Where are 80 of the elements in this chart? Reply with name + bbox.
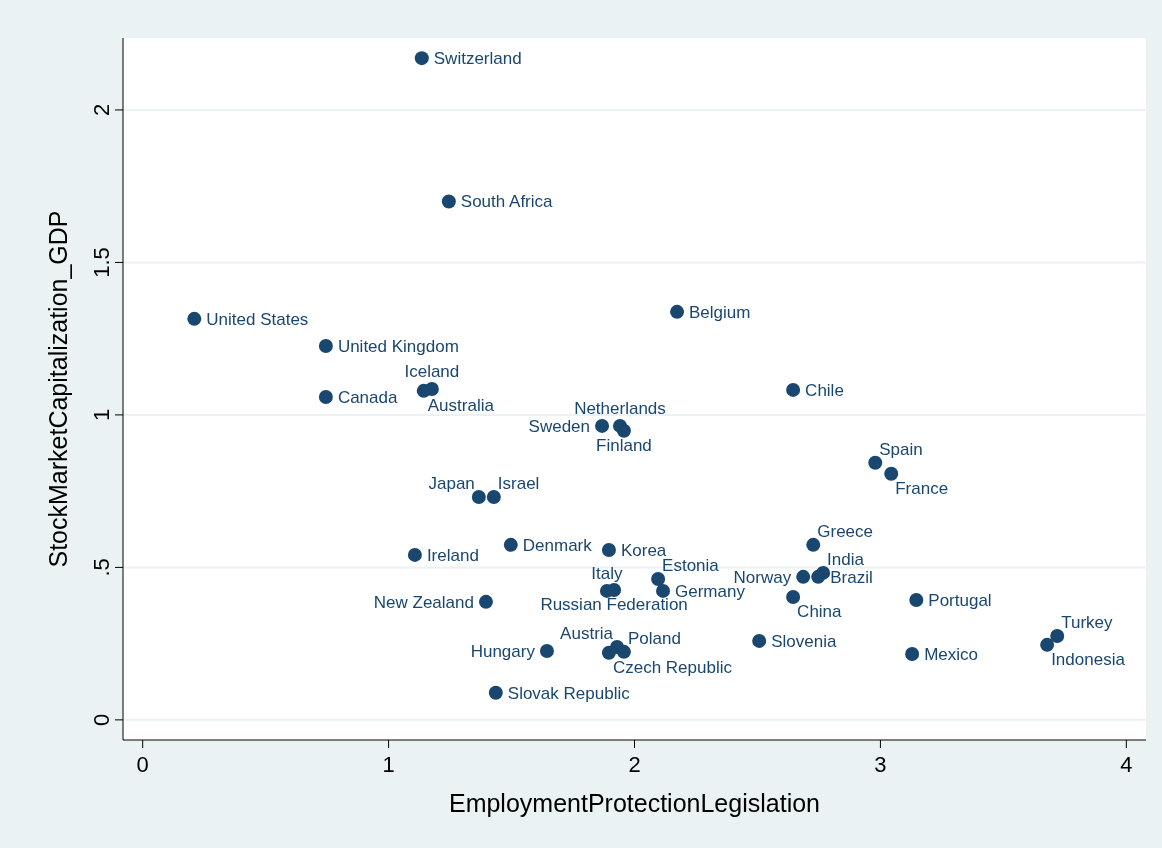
point xyxy=(595,418,610,433)
point xyxy=(601,645,616,660)
data-label: Czech Republic xyxy=(612,657,733,677)
data-label: Norway xyxy=(733,567,792,587)
point xyxy=(187,311,202,326)
data-label: Greece xyxy=(817,521,874,541)
point xyxy=(1040,637,1055,652)
x-axis-title: EmploymentProtectionLegislation xyxy=(448,789,821,817)
data-label: Slovak Republic xyxy=(507,683,631,703)
point xyxy=(503,537,518,552)
data-label: United States xyxy=(206,309,309,329)
point xyxy=(656,583,671,598)
y-tick-label: .5 xyxy=(89,558,114,577)
x-tick-label: 3 xyxy=(874,752,887,777)
data-label: Austria xyxy=(560,623,614,643)
point xyxy=(884,466,899,481)
data-label: France xyxy=(895,478,949,498)
data-label: China xyxy=(797,601,843,621)
point xyxy=(786,589,801,604)
data-label: Australia xyxy=(427,395,495,415)
data-label: Sweden xyxy=(528,416,591,436)
data-label: Spain xyxy=(879,439,923,459)
data-label: United Kingdom xyxy=(337,337,459,356)
data-label: Iceland xyxy=(404,362,460,381)
y-tick-label: 1.5 xyxy=(89,247,114,278)
point xyxy=(616,644,631,659)
point xyxy=(905,647,920,661)
x-tick-label: 2 xyxy=(628,752,641,777)
data-label: Denmark xyxy=(522,535,593,555)
data-label: Portugal xyxy=(928,591,992,611)
y-tick-label: 1 xyxy=(89,408,114,422)
data-label: Japan xyxy=(428,473,475,493)
x-tick-label: 0 xyxy=(136,752,149,777)
data-label: Belgium xyxy=(689,302,751,322)
data-label: South Africa xyxy=(460,192,554,212)
y-tick-label: 0 xyxy=(89,713,114,726)
point xyxy=(786,382,801,397)
point xyxy=(806,537,821,552)
point xyxy=(796,569,811,584)
data-label: Finland xyxy=(596,435,652,455)
y-tick-label: 2 xyxy=(89,103,114,117)
data-label: Israel xyxy=(497,473,540,493)
point xyxy=(416,383,431,398)
point xyxy=(752,633,767,648)
data-label: Mexico xyxy=(924,645,978,664)
point xyxy=(318,389,333,404)
data-label: India xyxy=(827,549,865,569)
x-tick-label: 4 xyxy=(1120,752,1133,777)
data-label: Chile xyxy=(805,380,844,400)
data-label: Ireland xyxy=(426,545,479,565)
data-label: Indonesia xyxy=(1051,649,1126,669)
point xyxy=(486,489,501,504)
data-label: Netherlands xyxy=(574,398,666,418)
data-label: Turkey xyxy=(1061,613,1114,633)
data-label: Switzerland xyxy=(433,49,522,69)
point xyxy=(1050,629,1065,644)
point xyxy=(811,569,826,584)
y-axis-title: StockMarketCapitalization_GDP xyxy=(44,210,72,568)
point xyxy=(488,685,503,700)
point xyxy=(670,304,685,319)
data-label: Estonia xyxy=(662,555,720,575)
data-label: Italy xyxy=(591,563,624,583)
point xyxy=(318,339,333,353)
point xyxy=(414,51,429,66)
point xyxy=(909,593,924,608)
point xyxy=(407,547,422,562)
point xyxy=(616,423,631,438)
data-label: Brazil xyxy=(830,567,873,587)
data-label: Slovenia xyxy=(771,631,837,651)
data-label: Hungary xyxy=(470,641,536,661)
point xyxy=(441,194,456,209)
data-label: Poland xyxy=(627,628,681,648)
data-label: Canada xyxy=(337,387,398,407)
point xyxy=(478,594,493,609)
point xyxy=(607,582,622,597)
point xyxy=(601,543,616,558)
x-tick-label: 1 xyxy=(382,752,395,777)
data-label: New Zealand xyxy=(373,592,474,612)
point xyxy=(539,643,554,658)
point xyxy=(651,571,666,586)
